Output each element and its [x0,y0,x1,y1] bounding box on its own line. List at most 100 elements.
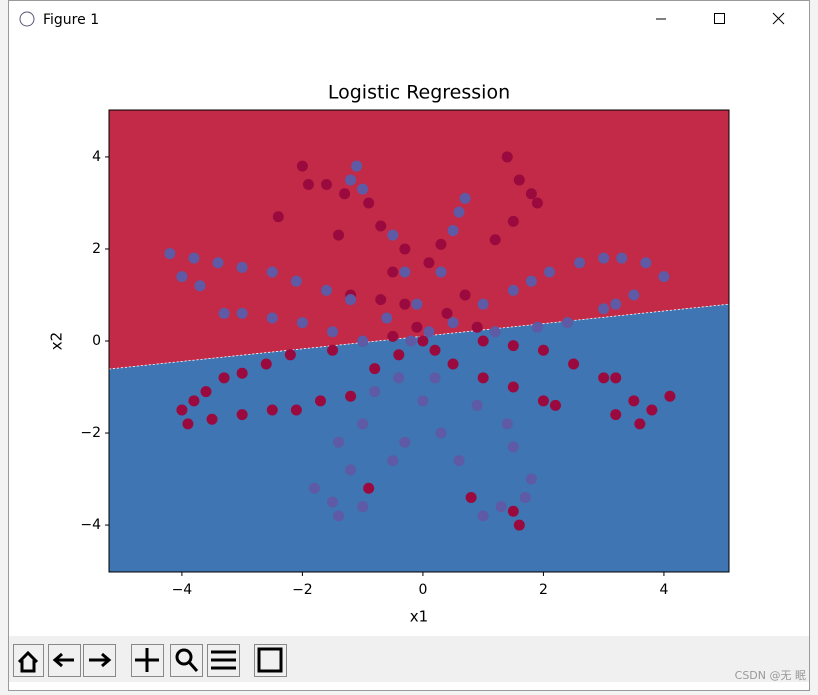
data-point [525,473,537,485]
forward-icon [89,652,112,668]
data-point [610,372,622,384]
data-point [387,330,399,342]
data-point [489,234,501,246]
data-point [549,399,561,411]
data-point [447,358,459,370]
data-point [598,303,610,315]
zoom-handle [187,661,199,672]
data-point [333,229,345,241]
data-point [477,298,489,310]
data-point [435,266,447,278]
data-point [435,238,447,250]
x-tick-label: 4 [659,582,668,598]
data-point [507,284,519,296]
data-point [345,174,357,186]
data-point [399,298,411,310]
data-point [333,436,345,448]
data-point [308,482,320,494]
data-point [616,252,628,264]
data-point [531,321,543,333]
data-point [345,294,357,306]
data-point [513,174,525,186]
data-point [176,404,188,416]
data-point [357,183,369,195]
data-point [465,491,477,503]
data-point [598,372,610,384]
data-point [290,275,302,287]
data-point [188,252,200,264]
data-point [658,271,670,283]
data-point [507,441,519,453]
data-point [525,188,537,200]
data-point [260,358,272,370]
home-icon [17,650,39,673]
data-point [429,344,441,356]
data-point [333,510,345,522]
data-point [513,519,525,531]
data-point [459,192,471,204]
back-icon [52,652,74,668]
data-point [477,372,489,384]
data-point [345,464,357,476]
subplots-icon [211,650,236,670]
data-point [399,243,411,255]
data-point [266,312,278,324]
data-point [507,340,519,352]
data-point [236,409,248,421]
data-point [387,229,399,241]
data-point [266,266,278,278]
data-point [447,317,459,329]
data-point [423,326,435,338]
data-point [574,257,586,269]
data-point [471,321,483,333]
data-point [435,427,447,439]
data-point [646,404,658,416]
y-tick-label: −2 [80,425,101,441]
data-point [537,344,549,356]
data-point [164,248,176,260]
zoom-icon [175,648,193,666]
maximize-button[interactable] [714,13,725,24]
data-point [236,261,248,273]
data-point [429,372,441,384]
data-point [399,436,411,448]
x-tick-label: 0 [418,582,427,598]
close-button[interactable] [772,12,785,25]
data-point [194,280,206,292]
data-point [477,510,489,522]
data-point [272,211,284,223]
chart-title: Logistic Regression [328,82,510,104]
data-point [357,501,369,513]
data-point [447,225,459,237]
data-point [471,399,483,411]
data-point [453,455,465,467]
y-tick-label: 2 [92,241,101,257]
data-point [477,335,489,347]
data-point [321,179,333,191]
data-point [568,358,580,370]
data-point [393,372,405,384]
data-point [519,491,531,503]
data-point [363,482,375,494]
data-point [218,307,230,319]
data-point [537,395,549,407]
app-icon [19,11,35,27]
data-point [387,455,399,467]
data-point [598,252,610,264]
region-lower [109,304,729,572]
data-point [417,335,429,347]
data-point [501,151,513,163]
data-point [327,496,339,508]
data-point [507,215,519,227]
y-tick-label: −4 [80,517,101,533]
data-point [266,404,278,416]
data-point [423,257,435,269]
data-point [321,284,333,296]
data-point [363,197,375,209]
data-point [441,307,453,319]
watermark: CSDN @无 眠 [735,669,806,682]
data-point [182,418,194,430]
data-point [489,326,501,338]
